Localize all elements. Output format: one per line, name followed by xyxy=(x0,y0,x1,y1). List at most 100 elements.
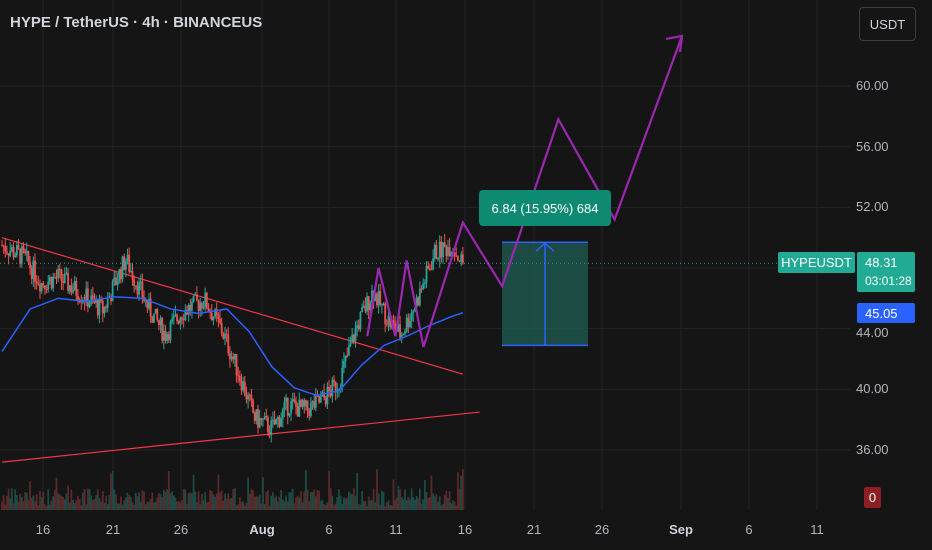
candle-body xyxy=(334,381,337,393)
candle-body xyxy=(423,282,426,284)
volume-bar xyxy=(2,495,5,510)
candle-body xyxy=(314,394,317,408)
volume-bar xyxy=(22,501,25,510)
volume-bar xyxy=(309,492,312,510)
candle-body xyxy=(96,300,99,316)
volume-bar xyxy=(357,504,360,510)
volume-bar xyxy=(295,497,297,510)
volume-bar xyxy=(187,493,190,510)
volume-bar xyxy=(49,504,51,510)
volume-bar xyxy=(123,500,126,510)
candle-body xyxy=(296,406,299,417)
candle-body xyxy=(136,285,139,295)
volume-bar xyxy=(356,472,359,510)
volume-bar xyxy=(63,499,66,510)
trendlines xyxy=(1,237,480,463)
volume-bar xyxy=(387,500,390,510)
volume-bar xyxy=(72,499,74,510)
candle-body xyxy=(6,251,8,254)
volume-bar xyxy=(318,491,321,510)
candle-body xyxy=(148,298,150,309)
candle-body xyxy=(267,417,269,433)
candle-body xyxy=(417,297,420,306)
candle-body xyxy=(258,418,261,428)
volume-bar xyxy=(162,489,165,510)
candle-body xyxy=(311,401,314,403)
volume-bar xyxy=(301,502,304,510)
volume-bar xyxy=(233,488,236,510)
candle-body xyxy=(129,270,132,272)
volume-bar xyxy=(453,501,456,510)
candle-body xyxy=(90,295,93,304)
candle-body xyxy=(237,375,240,377)
volume-bar xyxy=(164,491,167,510)
candle-body xyxy=(12,246,15,258)
candle-body xyxy=(430,268,433,270)
candle-body xyxy=(283,401,286,410)
candle-body xyxy=(240,380,243,391)
candle-body xyxy=(172,315,175,319)
volume-bar xyxy=(392,479,395,510)
candle-body xyxy=(400,334,403,338)
trendline-lower xyxy=(1,411,480,463)
measure-tool xyxy=(502,241,588,347)
volume-bar xyxy=(174,497,177,510)
candle-body xyxy=(151,317,154,323)
volume-bar xyxy=(237,504,240,510)
candle-body xyxy=(268,432,271,436)
candle-body xyxy=(126,254,129,262)
volume-bar xyxy=(85,504,88,510)
candle-body xyxy=(219,318,221,323)
volume-bar xyxy=(458,488,461,510)
currency-button[interactable]: USDT xyxy=(859,7,916,41)
volume-bar xyxy=(111,470,114,510)
volume-bar xyxy=(154,501,157,510)
candle-body xyxy=(402,333,405,335)
volume-bar xyxy=(430,475,433,510)
candle-body xyxy=(98,298,101,316)
volume-bar xyxy=(291,488,294,510)
candle-body xyxy=(392,320,395,323)
ma-line xyxy=(1,296,464,397)
candle-body xyxy=(458,260,461,262)
volume-bar xyxy=(460,475,463,510)
candle-body xyxy=(252,400,254,413)
volume-bar xyxy=(177,501,180,510)
volume-bar xyxy=(245,502,248,510)
volume-bar xyxy=(440,505,443,510)
candle-body xyxy=(346,355,349,357)
volume-bar xyxy=(293,503,296,510)
volume-bar xyxy=(209,490,212,510)
volume-bar xyxy=(344,498,347,510)
last-price-tag: 48.31 03:01:28 xyxy=(857,252,915,292)
volume-bar xyxy=(133,504,136,510)
candle-body xyxy=(243,381,246,396)
volume-bar xyxy=(410,488,413,510)
candle-body xyxy=(437,258,439,260)
candle-body xyxy=(326,386,329,405)
volume-bar xyxy=(39,490,41,510)
price-tick-label: 56.00 xyxy=(856,138,889,154)
volume-bar xyxy=(271,492,274,510)
volume-bar xyxy=(138,492,140,510)
candle-body xyxy=(57,268,60,278)
volume-bar xyxy=(113,489,116,510)
volume-bar xyxy=(326,502,329,510)
volume-bar xyxy=(397,485,400,510)
candle-body xyxy=(116,281,119,286)
volume-bar xyxy=(169,493,172,510)
candle-body xyxy=(164,331,167,341)
candle-body xyxy=(177,320,180,324)
volume-bar xyxy=(105,495,107,510)
candle-body xyxy=(415,297,418,308)
candle-body xyxy=(343,361,345,368)
volume-bar xyxy=(194,491,197,510)
volume-bar xyxy=(341,504,344,510)
volume-bar xyxy=(70,489,73,510)
volume-bar xyxy=(144,504,147,510)
volume-bar xyxy=(257,496,259,510)
candle-body xyxy=(384,303,387,324)
candle-body xyxy=(9,250,12,256)
volume-bar xyxy=(35,494,38,510)
